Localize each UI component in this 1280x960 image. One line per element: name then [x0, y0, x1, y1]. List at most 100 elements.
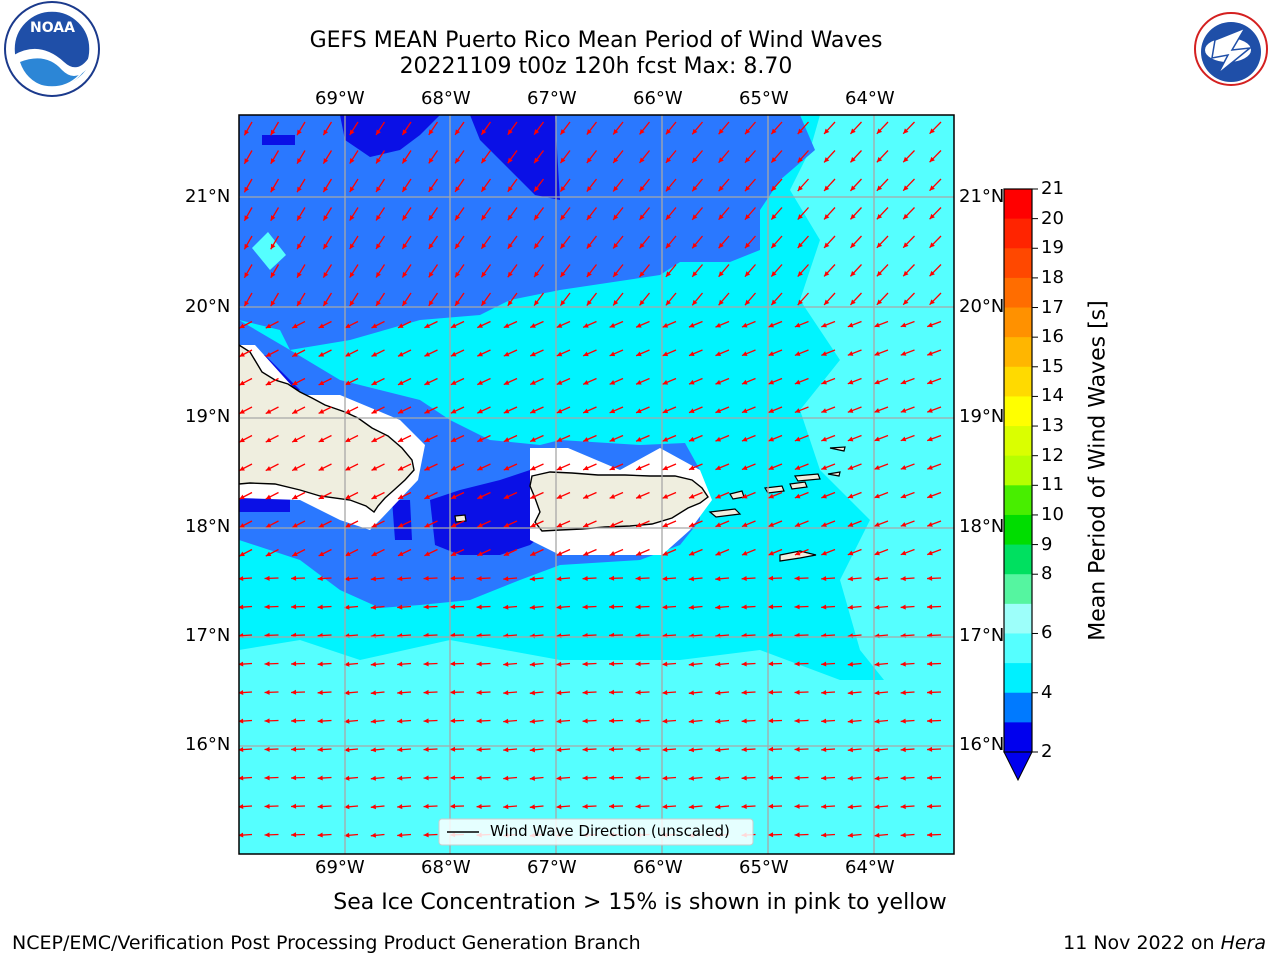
colorbar-tick-label: 6: [1041, 622, 1053, 644]
wind-wave-arrow-head: [583, 380, 589, 385]
colorbar-segment: [1004, 277, 1032, 309]
wind-wave-arrow-head: [529, 775, 536, 781]
wind-wave-arrow-head: [665, 214, 671, 220]
wind-wave-arrow-head: [503, 522, 510, 528]
wind-wave-arrow-head: [297, 158, 302, 164]
wind-wave-arrow-head: [397, 747, 403, 753]
wind-wave-arrow-head: [292, 466, 298, 471]
wind-wave-arrow-head: [929, 242, 935, 248]
wind-wave-arrow-head: [741, 351, 748, 356]
wind-wave-arrow-head: [665, 242, 671, 249]
wind-wave-arrow-head: [477, 351, 483, 357]
wind-wave-arrow-head: [821, 576, 827, 582]
wind-wave-arrow-head: [239, 661, 244, 667]
wind-wave-arrow-head: [821, 747, 827, 753]
wind-wave-arrow-head: [455, 129, 460, 135]
wind-wave-arrow-head: [476, 689, 482, 695]
wind-wave-arrow-head: [821, 718, 827, 724]
wind-wave-arrow-head: [688, 379, 695, 385]
lon-label-top-5: 65°W: [739, 88, 789, 109]
colorbar-segment: [1004, 218, 1032, 249]
colorbar-tick-label: 10: [1041, 503, 1064, 525]
wind-wave-arrow-head: [665, 185, 671, 192]
wind-wave-arrow-head: [397, 718, 403, 724]
wind-wave-arrow-head: [692, 185, 698, 192]
wind-wave-arrow-head: [265, 551, 272, 557]
wind-wave-arrow-head: [692, 214, 698, 220]
wind-wave-arrow-head: [297, 300, 302, 307]
wind-wave-arrow-head: [692, 128, 698, 135]
wind-wave-arrow-head: [402, 214, 408, 221]
wind-wave-arrow-head: [397, 832, 403, 838]
wind-wave-arrow-head: [423, 689, 429, 695]
wind-wave-arrow-head: [847, 550, 854, 556]
wind-wave-arrow-head: [244, 272, 250, 278]
wind-wave-arrow-head: [927, 604, 933, 610]
wind-wave-arrow-head: [635, 661, 641, 667]
wind-wave-arrow-head: [317, 804, 323, 810]
wind-wave-arrow-head: [455, 271, 460, 278]
wind-wave-arrow-head: [423, 746, 429, 752]
colorbar-tick-label: 19: [1041, 237, 1064, 259]
wind-wave-arrow-head: [903, 213, 909, 220]
wind-wave-arrow-head: [402, 300, 408, 306]
wind-wave-arrow-head: [794, 379, 801, 385]
wind-wave-arrow-head: [741, 718, 747, 724]
wind-wave-arrow-head: [556, 551, 563, 556]
wind-wave-arrow-head: [768, 832, 774, 838]
wind-wave-arrow-head: [582, 575, 588, 581]
wind-wave-arrow-head: [292, 380, 298, 386]
lat-label-left-1: 21°N: [185, 186, 231, 207]
wind-wave-arrow-head: [345, 437, 351, 442]
wind-wave-arrow-head: [450, 775, 456, 781]
wind-wave-arrow-head: [874, 804, 880, 810]
wind-wave-arrow-head: [397, 775, 403, 781]
wind-wave-arrow-head: [317, 690, 323, 696]
wind-wave-arrow-head: [477, 522, 483, 528]
wind-wave-arrow-head: [586, 243, 592, 249]
wind-wave-arrow-head: [344, 747, 350, 753]
wind-wave-arrow-head: [715, 493, 722, 499]
wind-wave-arrow-head: [534, 157, 540, 164]
wind-wave-arrow-head: [534, 243, 540, 249]
wind-wave-arrow-head: [635, 718, 641, 724]
wind-wave-arrow-head: [900, 718, 906, 724]
wind-wave-arrow-head: [718, 299, 724, 306]
wind-wave-arrow-head: [265, 466, 272, 471]
wind-wave-arrow-head: [397, 576, 403, 582]
wind-wave-arrow-head: [847, 832, 853, 838]
wind-wave-arrow-head: [239, 604, 244, 610]
wind-wave-arrow-head: [850, 185, 856, 191]
wind-wave-arrow-head: [476, 718, 482, 724]
wind-wave-arrow-head: [239, 380, 245, 386]
colorbar-tick-label: 16: [1041, 326, 1064, 348]
map-frame: [238, 114, 955, 855]
wind-wave-arrow-head: [876, 242, 883, 248]
wind-wave-arrow-head: [264, 718, 270, 724]
wind-wave-arrow-head: [424, 465, 431, 471]
wind-wave-arrow-head: [349, 243, 355, 250]
wind-wave-arrow-head: [927, 803, 933, 809]
wind-wave-arrow-head: [556, 747, 562, 753]
wind-wave-arrow-head: [323, 215, 329, 221]
colorbar-tick-label: 12: [1041, 444, 1064, 466]
wind-wave-arrow-head: [768, 661, 774, 667]
wind-wave-arrow-head: [929, 270, 935, 277]
wind-wave-arrow-head: [662, 408, 669, 414]
wind-wave-arrow-head: [662, 550, 669, 556]
wind-wave-arrow-head: [744, 128, 751, 135]
colorbar-tick-label: 21: [1041, 178, 1064, 199]
wind-wave-arrow-head: [317, 718, 323, 724]
wind-wave-arrow-head: [874, 408, 880, 413]
wind-wave-arrow-head: [270, 186, 276, 193]
wind-wave-arrow-head: [636, 323, 642, 328]
wind-wave-arrow-head: [556, 437, 563, 442]
wind-wave-arrow-head: [662, 661, 668, 667]
wind-wave-arrow-head: [371, 494, 378, 499]
land-mona: [454, 514, 467, 523]
wind-wave-arrow-head: [929, 156, 935, 163]
wind-wave-arrow-head: [477, 380, 483, 385]
nws-logo: [1183, 1, 1279, 97]
wind-wave-arrow-head: [900, 493, 907, 499]
wind-wave-arrow-head: [317, 576, 323, 582]
